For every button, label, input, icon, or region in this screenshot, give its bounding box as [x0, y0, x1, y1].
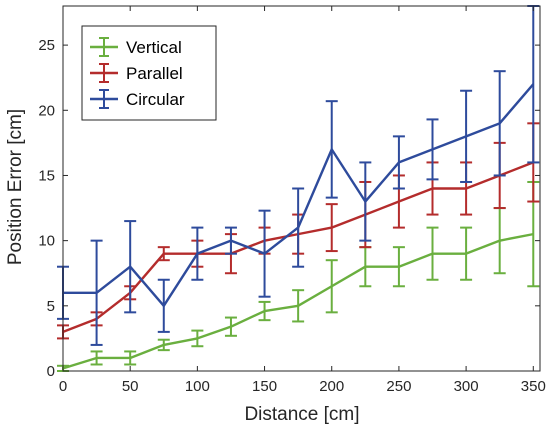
series-vertical	[57, 180, 540, 372]
axes-box	[62, 5, 541, 372]
x-tick-label: 0	[59, 378, 67, 395]
plot-area	[57, 5, 540, 372]
legend: Vertical Parallel Circular	[81, 25, 217, 121]
axes: 0 50 100 150 200 250 300 350 0 5 10 15 20 25	[38, 5, 546, 395]
y-tick-label: 0	[47, 363, 55, 380]
y-tick-label: 20	[38, 102, 55, 119]
series-line	[62, 232, 534, 370]
legend-item-parallel: Parallel	[90, 63, 183, 83]
x-tick-label: 350	[521, 378, 546, 395]
x-tick-label: 250	[386, 378, 411, 395]
legend-label: Parallel	[126, 64, 183, 83]
y-tick-label: 5	[47, 298, 55, 315]
legend-item-vertical: Vertical	[90, 37, 182, 57]
x-tick-label: 50	[122, 378, 139, 395]
y-tick-label: 15	[38, 167, 55, 184]
legend-item-circular: Circular	[90, 89, 185, 109]
series-circular	[57, 5, 540, 346]
y-tick-label: 25	[38, 37, 55, 54]
x-axis-label: Distance [cm]	[244, 404, 359, 425]
x-tick-label: 150	[252, 378, 277, 395]
series-line	[63, 83, 535, 308]
x-tick-label: 300	[454, 378, 479, 395]
legend-label: Circular	[126, 90, 185, 109]
legend-label: Vertical	[126, 38, 182, 57]
x-tick-label: 100	[185, 378, 210, 395]
y-axis-label: Position Error [cm]	[5, 109, 26, 265]
x-tick-label: 200	[319, 378, 344, 395]
y-tick-label: 10	[38, 233, 55, 250]
